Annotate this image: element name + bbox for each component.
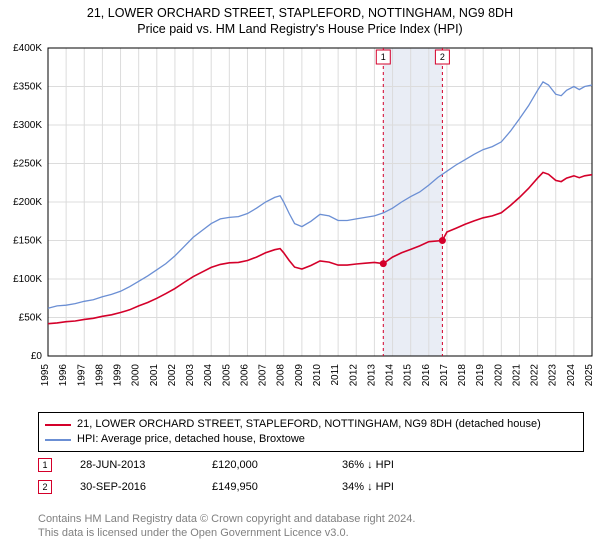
x-axis-label: 1995 [40, 364, 51, 387]
x-axis-label: 2000 [131, 364, 142, 387]
x-axis-label: 1996 [58, 364, 69, 387]
legend-swatch [45, 439, 71, 441]
x-axis-label: 2008 [276, 364, 287, 387]
x-axis-label: 1999 [113, 364, 124, 387]
x-axis-label: 2014 [385, 364, 396, 387]
x-axis-label: 2015 [403, 364, 414, 387]
sales-table: 1 28-JUN-2013£120,00036% ↓ HPI 2 30-SEP-201… [38, 454, 584, 498]
sale-row-marker: 1 [38, 458, 52, 472]
x-axis-label: 2022 [530, 364, 541, 387]
y-axis-label: £350K [13, 82, 42, 93]
y-axis-label: £300K [13, 120, 42, 131]
x-axis-label: 2020 [493, 364, 504, 387]
y-axis-label: £400K [13, 44, 42, 54]
footer-line-1: Contains HM Land Registry data © Crown c… [38, 512, 584, 526]
sale-row: 1 28-JUN-2013£120,00036% ↓ HPI [38, 454, 584, 476]
sale-row-price: £149,950 [212, 481, 342, 493]
sale-marker-dot [439, 237, 446, 244]
y-axis-label: £250K [13, 159, 42, 170]
sale-row-date: 30-SEP-2016 [80, 481, 212, 493]
x-axis-label: 2007 [258, 364, 269, 387]
chart-title-address: 21, LOWER ORCHARD STREET, STAPLEFORD, NO… [0, 0, 600, 20]
x-axis-label: 2019 [475, 364, 486, 387]
x-axis-label: 2025 [584, 364, 595, 387]
chart-area: £0 £50K £100K £150K £200K £250K £300K £350K £400… [0, 44, 600, 404]
sale-marker-number: 2 [440, 52, 445, 62]
x-axis-label: 2009 [294, 364, 305, 387]
sale-marker-dot [380, 260, 387, 267]
x-axis-label: 2004 [203, 364, 214, 387]
sale-row-diff: 36% ↓ HPI [342, 459, 462, 471]
y-axis-label: £150K [13, 236, 42, 247]
x-axis-label: 2016 [421, 364, 432, 387]
legend-label: HPI: Average price, detached house, Brox… [77, 432, 305, 447]
attribution-footer: Contains HM Land Registry data © Crown c… [38, 512, 584, 540]
legend: 21, LOWER ORCHARD STREET, STAPLEFORD, NO… [38, 412, 584, 452]
x-axis-label: 2012 [348, 364, 359, 387]
sale-row: 2 30-SEP-2016£149,95034% ↓ HPI [38, 476, 584, 498]
y-axis-label: £200K [13, 197, 42, 208]
x-axis-label: 2002 [167, 364, 178, 387]
x-axis-label: 2010 [312, 364, 323, 387]
x-axis-label: 2011 [330, 364, 341, 386]
x-axis-label: 2024 [566, 364, 577, 387]
sale-row-diff: 34% ↓ HPI [342, 481, 462, 493]
legend-row: 21, LOWER ORCHARD STREET, STAPLEFORD, NO… [45, 417, 577, 432]
chart-title-subtitle: Price paid vs. HM Land Registry's House … [0, 20, 600, 36]
y-axis-label: £100K [13, 274, 42, 285]
sale-row-price: £120,000 [212, 459, 342, 471]
legend-swatch [45, 424, 71, 426]
legend-label: 21, LOWER ORCHARD STREET, STAPLEFORD, NO… [77, 417, 541, 432]
sale-marker-number: 1 [381, 52, 386, 62]
x-axis-label: 1997 [76, 364, 87, 387]
x-axis-label: 2018 [457, 364, 468, 387]
x-axis-label: 1998 [94, 364, 105, 387]
sale-row-date: 28-JUN-2013 [80, 459, 212, 471]
footer-line-2: This data is licensed under the Open Gov… [38, 526, 584, 540]
x-axis-label: 2021 [511, 364, 522, 387]
x-axis-label: 2023 [548, 364, 559, 387]
x-axis-label: 2003 [185, 364, 196, 387]
legend-row: HPI: Average price, detached house, Brox… [45, 432, 577, 447]
price-chart-svg: £0 £50K £100K £150K £200K £250K £300K £350K £400… [0, 44, 600, 404]
sale-row-marker: 2 [38, 480, 52, 494]
x-axis-label: 2006 [239, 364, 250, 387]
x-axis-label: 2017 [439, 364, 450, 387]
y-axis-label: £50K [19, 313, 43, 324]
x-axis-label: 2005 [221, 364, 232, 387]
x-axis-label: 2001 [149, 364, 160, 387]
y-axis-label: £0 [31, 351, 43, 362]
x-axis-label: 2013 [366, 364, 377, 387]
